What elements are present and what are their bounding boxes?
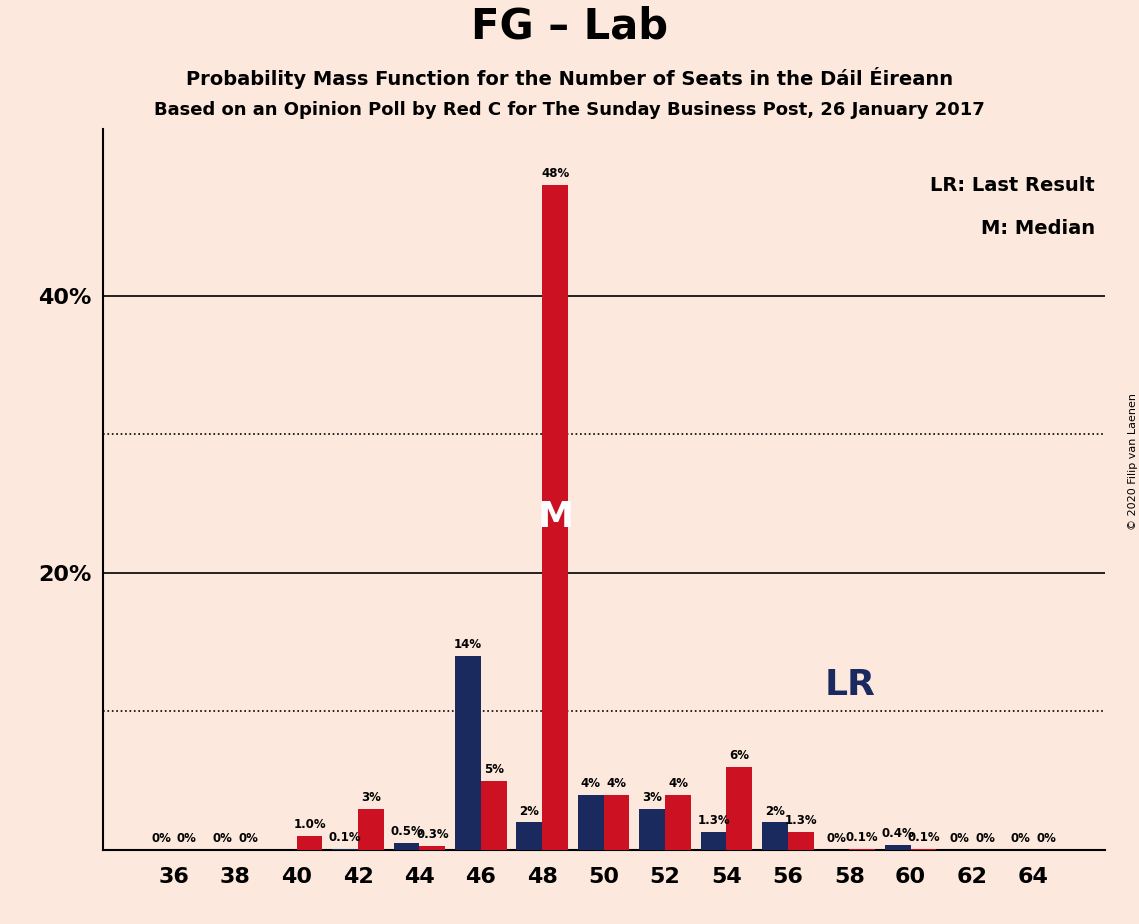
Bar [481,781,507,850]
Text: 6%: 6% [729,749,749,762]
Text: 3%: 3% [361,791,380,804]
Text: 0.1%: 0.1% [846,831,878,844]
Text: 0%: 0% [1010,833,1031,845]
Bar [639,808,665,850]
Text: 2%: 2% [765,805,785,818]
Text: 1.3%: 1.3% [785,814,817,827]
Bar [762,822,788,850]
Text: 5%: 5% [484,763,503,776]
Text: 0.4%: 0.4% [882,827,915,840]
Text: 4%: 4% [607,777,626,790]
Bar [727,767,752,850]
Bar [885,845,911,850]
Text: 14%: 14% [454,638,482,651]
Text: 0%: 0% [213,833,232,845]
Text: 3%: 3% [642,791,662,804]
Text: 0%: 0% [975,833,994,845]
Bar [333,848,358,850]
Text: LR: Last Result: LR: Last Result [931,176,1095,195]
Text: M: Median: M: Median [981,220,1095,238]
Text: LR: LR [825,668,875,702]
Text: 4%: 4% [581,777,600,790]
Text: 0%: 0% [177,833,197,845]
Bar [394,843,419,850]
Text: 0%: 0% [238,833,259,845]
Text: 0%: 0% [1036,833,1056,845]
Text: 0%: 0% [151,833,171,845]
Bar [850,848,875,850]
Bar [358,808,384,850]
Text: 1.3%: 1.3% [697,814,730,827]
Bar [577,795,604,850]
Text: 0.1%: 0.1% [908,831,940,844]
Text: 0.5%: 0.5% [391,825,423,838]
Bar [542,185,568,850]
Text: 0.3%: 0.3% [416,828,449,841]
Bar [456,656,481,850]
Text: Probability Mass Function for the Number of Seats in the Dáil Éireann: Probability Mass Function for the Number… [186,67,953,89]
Bar [665,795,691,850]
Text: 0%: 0% [827,833,846,845]
Bar [788,832,813,850]
Bar [296,836,322,850]
Bar [516,822,542,850]
Bar [419,846,445,850]
Text: 0.1%: 0.1% [329,831,361,844]
Text: 1.0%: 1.0% [293,819,326,832]
Text: FG – Lab: FG – Lab [470,6,669,48]
Text: 0%: 0% [949,833,969,845]
Bar [604,795,630,850]
Text: 4%: 4% [667,777,688,790]
Text: Based on an Opinion Poll by Red C for The Sunday Business Post, 26 January 2017: Based on an Opinion Poll by Red C for Th… [154,101,985,118]
Text: 48%: 48% [541,167,570,180]
Bar [700,832,727,850]
Text: © 2020 Filip van Laenen: © 2020 Filip van Laenen [1129,394,1138,530]
Text: M: M [538,501,573,534]
Bar [911,848,936,850]
Text: 2%: 2% [519,805,539,818]
